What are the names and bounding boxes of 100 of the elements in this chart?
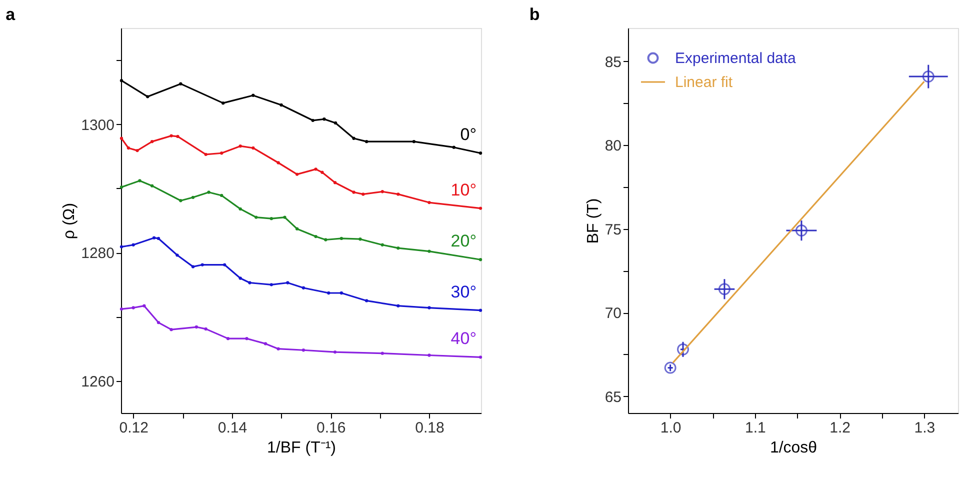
point (380, 190, 384, 194)
point (664, 362, 676, 374)
point (302, 286, 306, 290)
point (677, 343, 689, 356)
point (191, 265, 195, 268)
point (352, 190, 356, 194)
x-tick-label: 1.3 (914, 420, 936, 436)
point (295, 227, 299, 230)
series-label: 0° (460, 125, 477, 144)
point (179, 82, 182, 86)
point (327, 291, 330, 295)
point (238, 144, 242, 148)
point (220, 152, 224, 155)
y-tick-label: 65 (604, 388, 622, 406)
point (280, 103, 283, 107)
point (365, 140, 368, 144)
point (222, 263, 226, 266)
point (152, 236, 156, 240)
point (314, 168, 318, 171)
point (252, 94, 255, 97)
point (252, 146, 255, 150)
point (264, 342, 268, 346)
point (365, 299, 368, 302)
point (311, 118, 314, 122)
point (276, 161, 280, 164)
x-tick-label: 0.16 (316, 420, 346, 436)
point (428, 306, 431, 310)
point (248, 281, 252, 284)
x-axis-title: 1/BF (T⁻¹) (267, 440, 336, 456)
point (176, 134, 180, 138)
point (245, 336, 248, 340)
point (718, 283, 730, 296)
x-axis-title: 1/cosθ (770, 440, 818, 456)
point (191, 196, 195, 199)
point (428, 354, 431, 357)
point (333, 181, 337, 184)
point (322, 118, 326, 121)
x-tick-label: 1.1 (744, 420, 766, 436)
point (120, 307, 124, 311)
point (254, 216, 258, 219)
point (150, 184, 154, 188)
point (146, 95, 150, 98)
x-tick-label: 0.14 (218, 420, 248, 436)
point (340, 236, 344, 240)
y-tick-label: 1280 (81, 245, 114, 262)
point (120, 245, 124, 248)
point (358, 238, 362, 241)
point (283, 216, 286, 219)
point (132, 243, 135, 246)
point (428, 200, 431, 204)
y-tick-label: 80 (604, 138, 622, 155)
chart-title: b (529, 5, 540, 24)
point (204, 152, 208, 156)
point (352, 136, 356, 140)
point (320, 170, 324, 174)
series-label: 30° (450, 282, 477, 302)
point (238, 276, 242, 280)
point (380, 352, 384, 355)
point (324, 238, 328, 242)
y-tick-label: 1260 (81, 373, 114, 390)
point (452, 146, 456, 149)
point (142, 304, 146, 308)
series-label: 10° (450, 180, 477, 200)
point (204, 327, 208, 331)
x-tick-label: 0.18 (415, 420, 444, 436)
point (270, 216, 273, 220)
legend-label: Linear fit (675, 74, 734, 91)
point (276, 347, 280, 350)
y-tick-label: 1300 (81, 116, 114, 134)
point (270, 283, 273, 286)
x-tick-label: 1.0 (660, 420, 682, 436)
point (120, 136, 124, 140)
point (170, 134, 173, 138)
y-tick-label: 85 (604, 54, 622, 71)
y-tick-label: 70 (604, 305, 622, 322)
point (302, 348, 306, 352)
point (138, 179, 142, 182)
point (120, 79, 124, 82)
point (176, 254, 179, 257)
series-label: 20° (450, 232, 477, 251)
point (396, 246, 400, 250)
point (156, 320, 160, 324)
point (120, 186, 124, 189)
point (362, 192, 365, 196)
point (207, 190, 210, 194)
point (238, 207, 242, 211)
point (150, 140, 154, 144)
point (478, 308, 482, 312)
point (340, 291, 344, 295)
point (334, 121, 338, 125)
point (428, 250, 431, 253)
y-axis-title: ρ (Ω) (61, 202, 78, 240)
point (220, 194, 224, 198)
point (156, 236, 160, 240)
point (179, 199, 182, 202)
legend-label: Experimental data (675, 50, 797, 67)
point (170, 328, 173, 332)
point (478, 258, 482, 262)
point (132, 306, 135, 310)
point (226, 336, 230, 340)
